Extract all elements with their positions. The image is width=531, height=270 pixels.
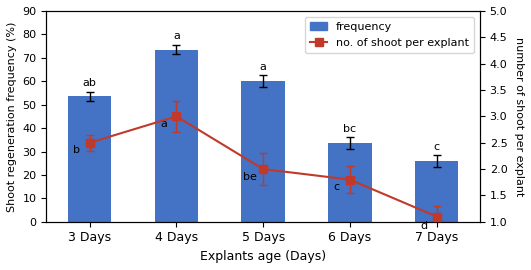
Bar xyxy=(242,81,285,222)
Bar xyxy=(415,161,458,222)
Bar xyxy=(68,96,112,222)
Bar xyxy=(328,143,372,222)
Y-axis label: Shoot regeneration frequency (%): Shoot regeneration frequency (%) xyxy=(7,21,17,212)
Text: ab: ab xyxy=(83,78,97,88)
Text: a: a xyxy=(160,119,167,129)
Y-axis label: number of shoot per explant: number of shoot per explant xyxy=(514,37,524,196)
Text: b: b xyxy=(73,145,80,155)
Text: a: a xyxy=(173,31,180,41)
Text: bc: bc xyxy=(343,124,356,134)
Bar xyxy=(155,50,198,222)
Legend: frequency, no. of shoot per explant: frequency, no. of shoot per explant xyxy=(305,16,474,53)
X-axis label: Explants age (Days): Explants age (Days) xyxy=(200,250,326,263)
Text: d: d xyxy=(420,221,427,231)
Text: be: be xyxy=(243,172,257,182)
Text: c: c xyxy=(433,141,440,151)
Text: c: c xyxy=(334,182,340,192)
Text: a: a xyxy=(260,62,267,72)
